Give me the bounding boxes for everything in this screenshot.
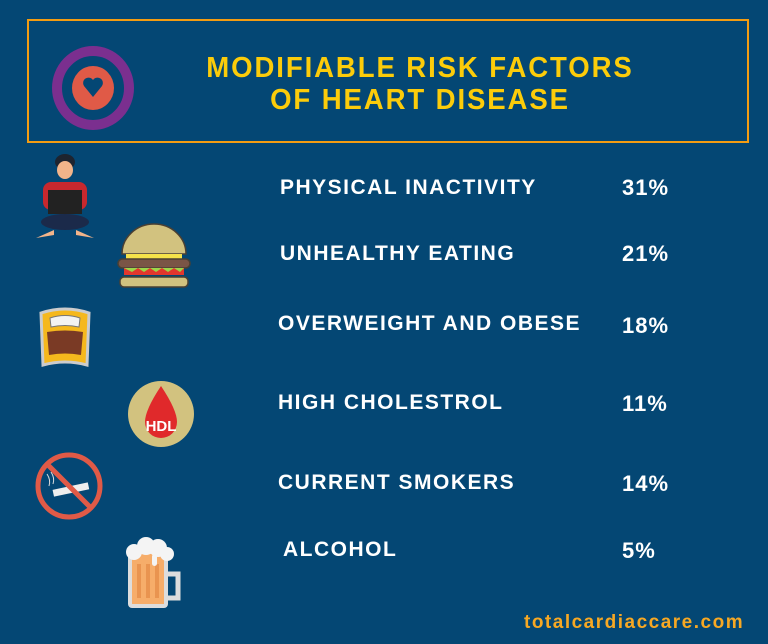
risk-percent-cholesterol: 11%: [622, 391, 668, 416]
person-laptop-icon: [36, 154, 94, 238]
risk-percent-unhealthy-eating: 21%: [622, 241, 670, 266]
heart-target-icon: [52, 46, 134, 130]
page-title-line2: OF HEART DISEASE: [270, 84, 570, 116]
risk-percent-overweight: 18%: [622, 313, 670, 338]
risk-percent-alcohol: 5%: [622, 538, 656, 563]
risk-label-unhealthy-eating: UNHEALTHY EATING: [280, 242, 516, 265]
risk-label-smokers: CURRENT SMOKERS: [278, 471, 516, 494]
risk-label-alcohol: ALCOHOL: [283, 538, 398, 561]
beer-mug-icon: [126, 537, 181, 608]
footer-website: totalcardiaccare.com: [524, 612, 745, 633]
risk-percent-smokers: 14%: [622, 471, 670, 496]
hdl-text: HDL: [146, 418, 177, 435]
page-title-line1: MODIFIABLE RISK FACTORS: [206, 52, 634, 84]
risk-percent-physical-inactivity: 31%: [622, 175, 670, 200]
risk-label-cholesterol: HIGH CHOLESTROL: [278, 391, 504, 414]
risk-label-physical-inactivity: PHYSICAL INACTIVITY: [280, 176, 537, 199]
risk-label-overweight: OVERWEIGHT AND OBESE: [278, 312, 582, 335]
weight-scale-icon: [39, 307, 91, 367]
hdl-blood-drop-icon: HDL: [128, 381, 194, 447]
no-smoking-icon: [35, 452, 103, 520]
burger-icon: [117, 223, 191, 288]
header-box: [27, 19, 749, 143]
